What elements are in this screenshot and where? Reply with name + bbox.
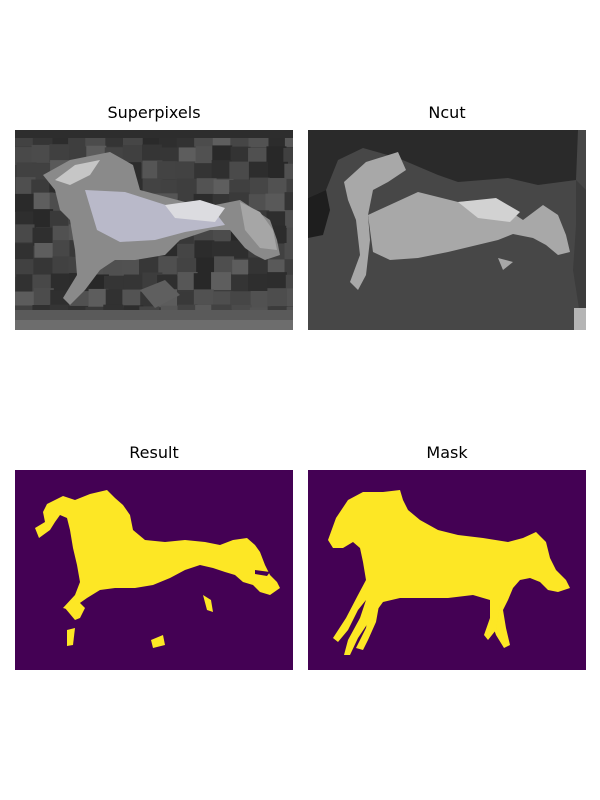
mask-title: Mask <box>426 443 468 462</box>
result-title: Result <box>129 443 179 462</box>
superpixels-panel: Superpixels <box>15 103 293 330</box>
result-panel: Result <box>15 443 293 670</box>
result-image <box>15 470 293 670</box>
ncut-image <box>308 130 586 330</box>
mask-image <box>308 470 586 670</box>
mask-panel: Mask <box>308 443 586 670</box>
ncut-title: Ncut <box>428 103 466 122</box>
superpixels-image <box>15 130 293 330</box>
ncut-panel: Ncut <box>308 103 586 330</box>
superpixels-title: Superpixels <box>107 103 201 122</box>
